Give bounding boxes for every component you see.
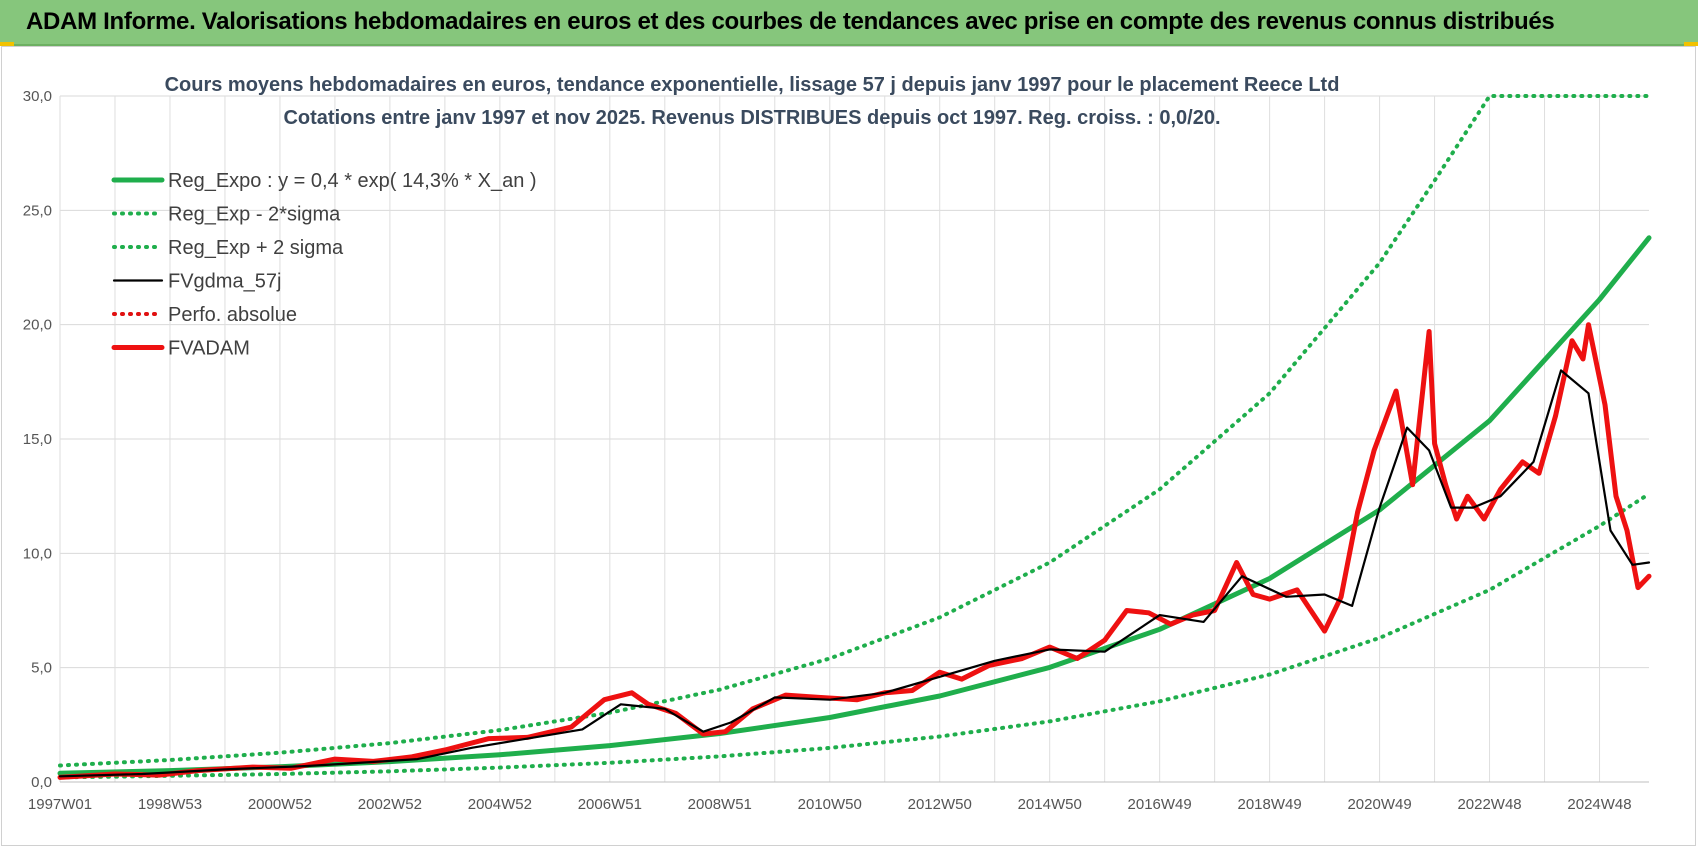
header-title: ADAM Informe. Valorisations hebdomadaire… [26, 8, 1555, 35]
legend-label: FVADAM [168, 338, 250, 360]
y-tick-label: 10,0 [23, 545, 52, 562]
legend-label: Perfo. absolue [168, 304, 297, 326]
header-banner: ADAM Informe. Valorisations hebdomadaire… [0, 0, 1698, 46]
x-tick-label: 2018W49 [1238, 796, 1302, 813]
series-line-0 [57, 235, 1652, 776]
corner-mark-left [0, 42, 14, 46]
line-chart: 0,0 5,0 10,0 15,0 20,0 25,0 30,0 1997W01 1998W53… [23, 74, 1652, 813]
legend-label: FVgdma_57j [168, 271, 281, 293]
x-tick-label: 2022W48 [1457, 796, 1521, 813]
y-tick-label: 15,0 [23, 431, 52, 448]
chart-frame: 0,0 5,0 10,0 15,0 20,0 25,0 30,0 1997W01 1998W53… [1, 46, 1696, 846]
legend-label: Reg_Exp + 2 sigma [168, 237, 344, 259]
x-tick-label: 2002W52 [358, 796, 422, 813]
legend-label: Reg_Exp - 2*sigma [168, 204, 341, 226]
legend-label: Reg_Expo : y = 0,4 * exp( 14,3% * X_an ) [168, 170, 537, 192]
axes: 0,0 5,0 10,0 15,0 20,0 25,0 30,0 1997W01 1998W53… [23, 88, 1649, 813]
x-tick-label: 2020W49 [1347, 796, 1411, 813]
chart-subtitle: Cotations entre janv 1997 et nov 2025. R… [283, 107, 1220, 129]
y-tick-label: 0,0 [31, 774, 52, 791]
x-tick-label: 2010W50 [798, 796, 862, 813]
series [57, 94, 1652, 780]
x-tick-label: 2006W51 [578, 796, 642, 813]
series-line-5 [57, 322, 1652, 780]
chart-title: Cours moyens hebdomadaires en euros, ten… [165, 74, 1340, 96]
y-tick-label: 25,0 [23, 202, 52, 219]
x-tick-label: 1998W53 [138, 796, 202, 813]
x-tick-label: 2024W48 [1567, 796, 1631, 813]
x-tick-label: 2012W50 [908, 796, 972, 813]
x-tick-label: 1997W01 [28, 796, 92, 813]
y-tick-label: 5,0 [31, 660, 52, 677]
x-tick-label: 2016W49 [1128, 796, 1192, 813]
legend: Reg_Expo : y = 0,4 * exp( 14,3% * X_an )… [111, 170, 537, 360]
corner-mark-right [1684, 42, 1698, 46]
series-line-3 [58, 369, 1651, 778]
x-tick-label: 2014W50 [1018, 796, 1082, 813]
y-tick-label: 30,0 [23, 88, 52, 105]
series-line-1 [58, 491, 1651, 780]
x-tick-label: 2008W51 [688, 796, 752, 813]
y-tick-label: 20,0 [23, 317, 52, 334]
gridlines [59, 95, 1649, 783]
x-tick-label: 2000W52 [248, 796, 312, 813]
series-line-2 [58, 94, 1651, 768]
x-tick-label: 2004W52 [468, 796, 532, 813]
